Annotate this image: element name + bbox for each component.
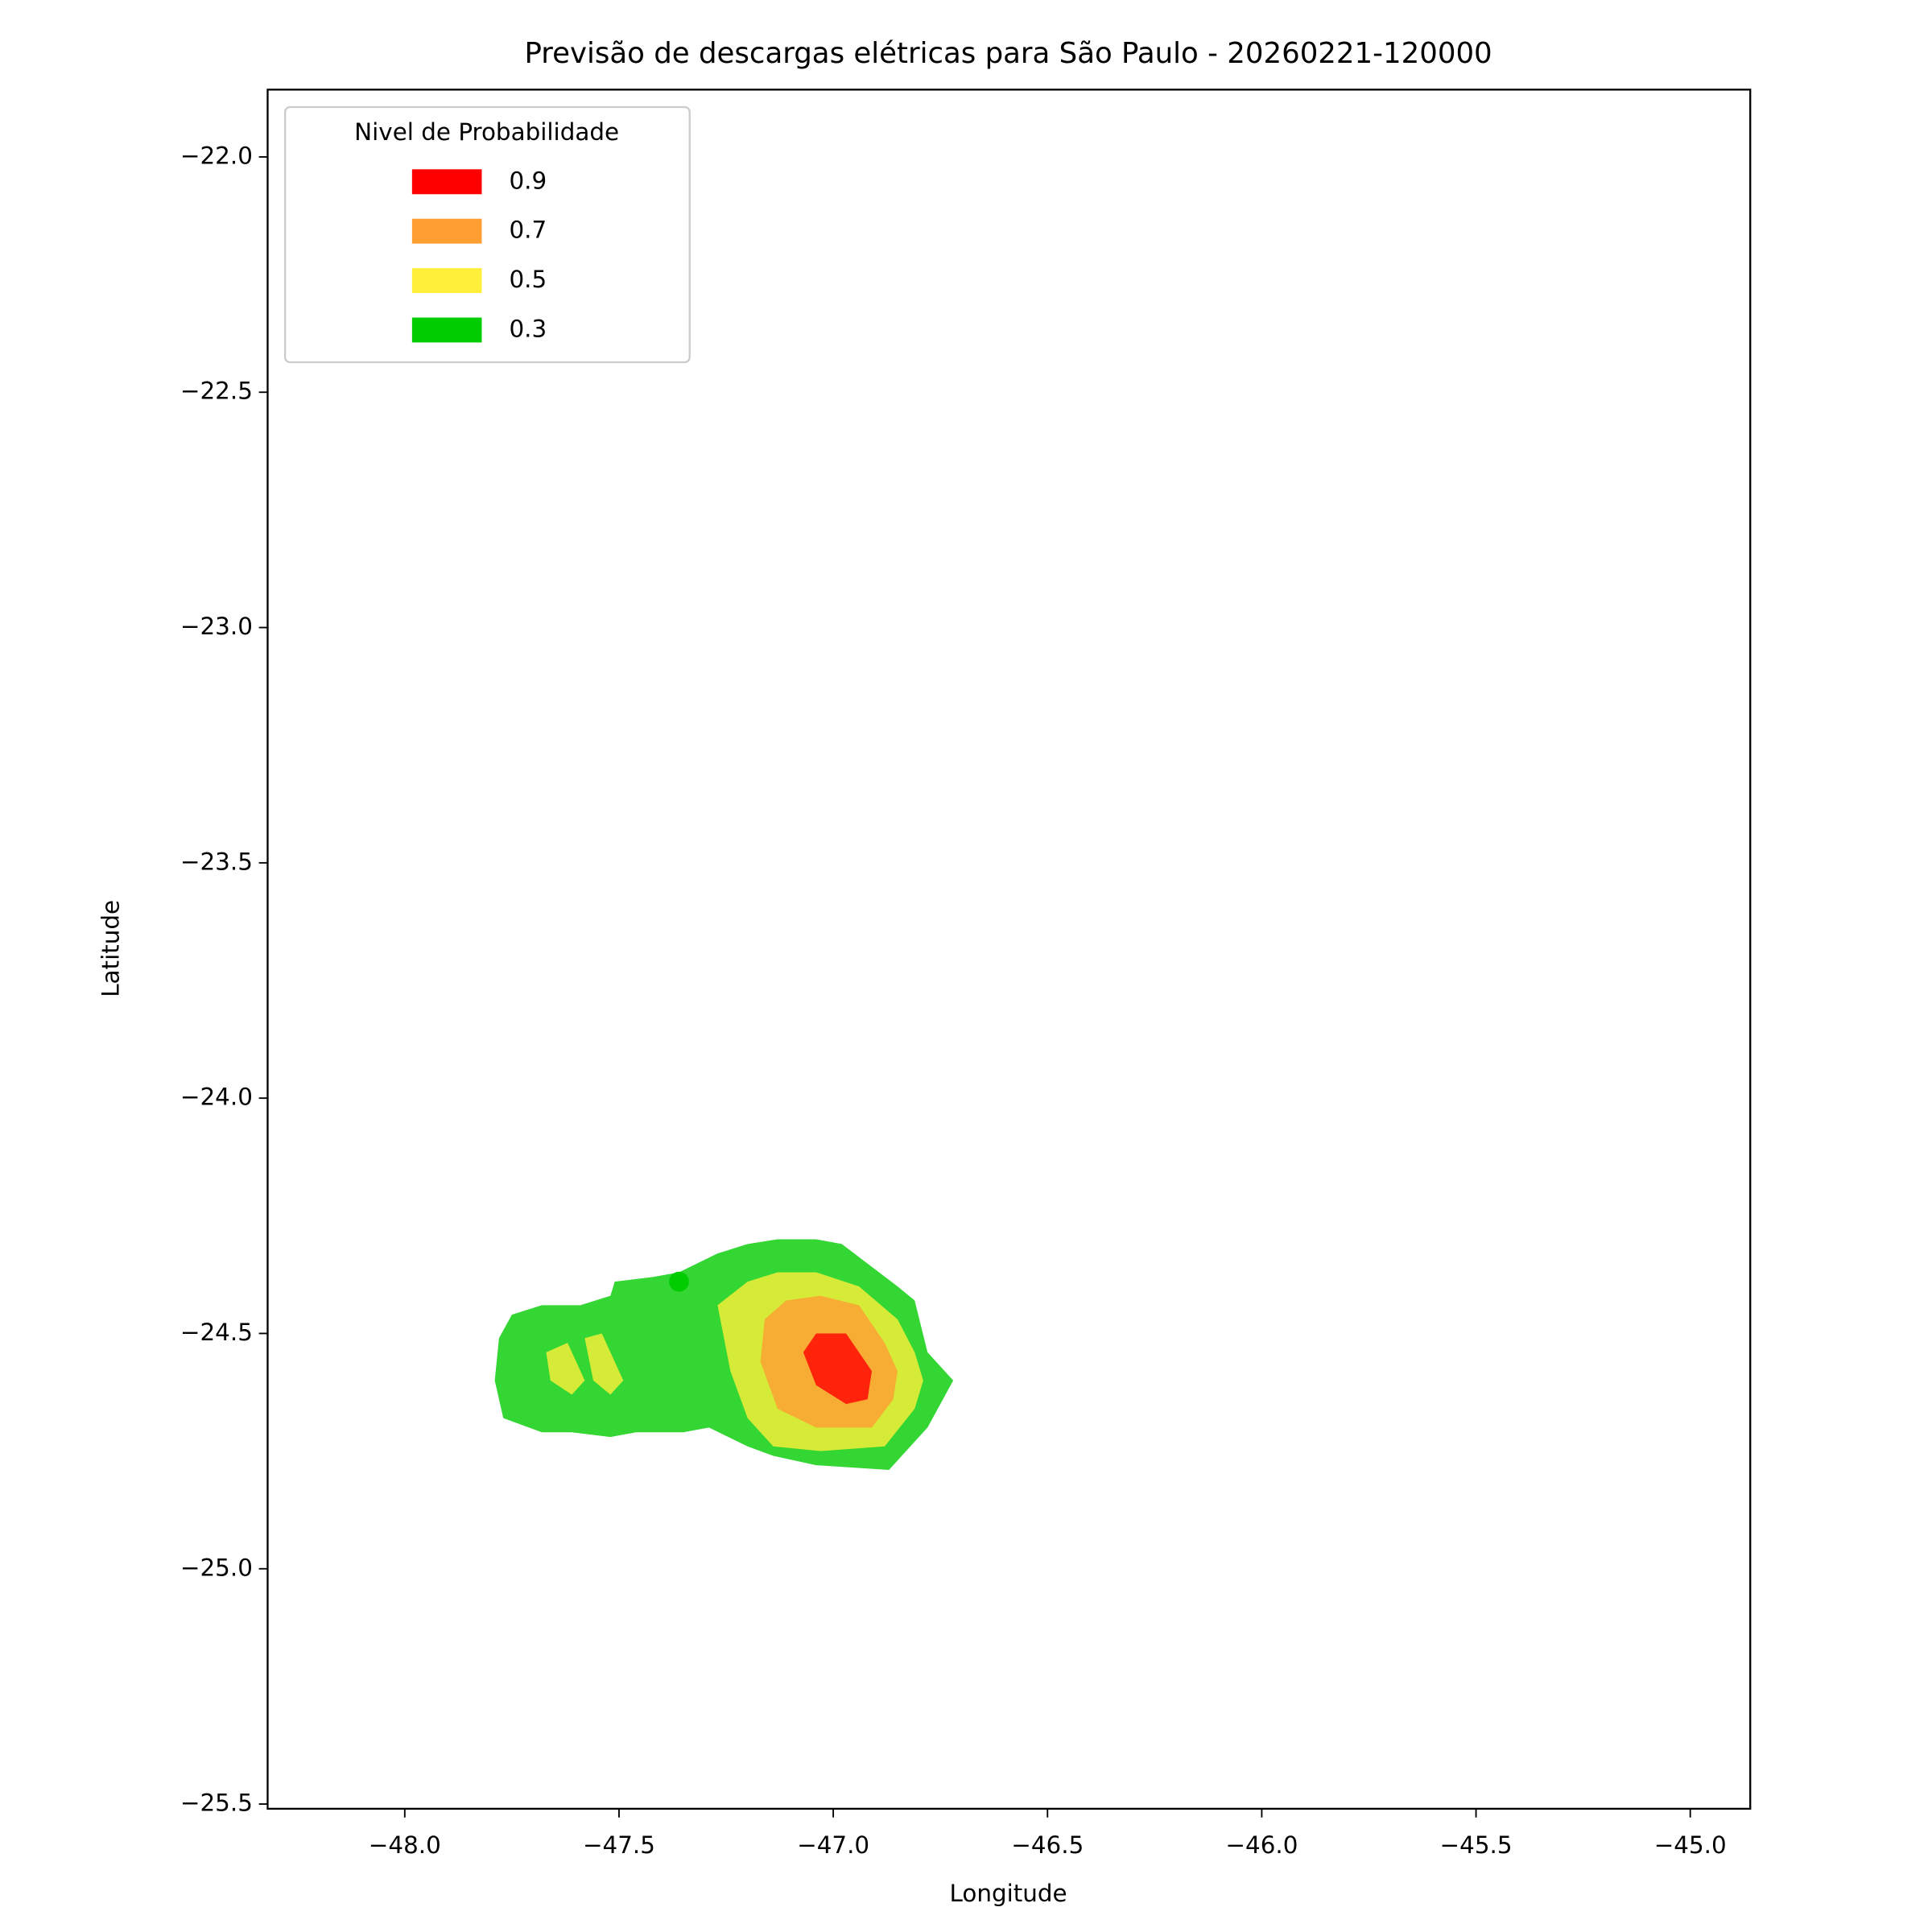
y-axis-label: Latitude bbox=[97, 900, 125, 997]
legend-label: 0.9 bbox=[509, 167, 547, 194]
plot-area bbox=[494, 1239, 954, 1470]
legend-swatch bbox=[411, 317, 482, 343]
y-tick-label: −25.0 bbox=[180, 1554, 253, 1581]
legend-label: 0.5 bbox=[509, 266, 547, 293]
contour-region bbox=[803, 1333, 873, 1405]
contour-region bbox=[546, 1343, 585, 1395]
point bbox=[669, 1271, 689, 1292]
legend-box bbox=[283, 105, 691, 364]
x-tick-label: −46.0 bbox=[1225, 1831, 1298, 1859]
legend-title: Nivel de Probabilidade bbox=[354, 118, 619, 146]
x-axis-label: Longitude bbox=[950, 1880, 1067, 1907]
x-tick-label: −45.5 bbox=[1440, 1831, 1513, 1859]
chart-title: Previsão de descargas elétricas para São… bbox=[524, 37, 1492, 70]
x-tick-label: −47.5 bbox=[583, 1831, 655, 1859]
legend-swatch bbox=[411, 268, 482, 294]
legend-swatch bbox=[411, 169, 482, 195]
axes-frame bbox=[266, 89, 1752, 1810]
x-tick-label: −45.0 bbox=[1654, 1831, 1727, 1859]
y-tick-label: −22.5 bbox=[180, 378, 253, 405]
y-tick-label: −25.5 bbox=[180, 1790, 253, 1817]
y-tick-label: −22.0 bbox=[180, 142, 253, 169]
y-tick-label: −24.0 bbox=[180, 1084, 253, 1111]
legend-swatch bbox=[411, 218, 482, 244]
legend: Nivel de Probabilidade 0.9 0.7 0.5 0.3 bbox=[283, 105, 691, 364]
x-tick-label: −46.5 bbox=[1011, 1831, 1084, 1859]
y-tick-label: −23.0 bbox=[180, 613, 253, 640]
y-tick-label: −23.5 bbox=[180, 848, 253, 875]
x-tick-label: −47.0 bbox=[797, 1831, 869, 1859]
x-tick-label: −48.0 bbox=[369, 1831, 441, 1859]
y-tick-label: −24.5 bbox=[180, 1319, 253, 1346]
legend-label: 0.7 bbox=[509, 217, 547, 244]
legend-label: 0.3 bbox=[509, 315, 547, 342]
contour-region bbox=[584, 1333, 624, 1395]
